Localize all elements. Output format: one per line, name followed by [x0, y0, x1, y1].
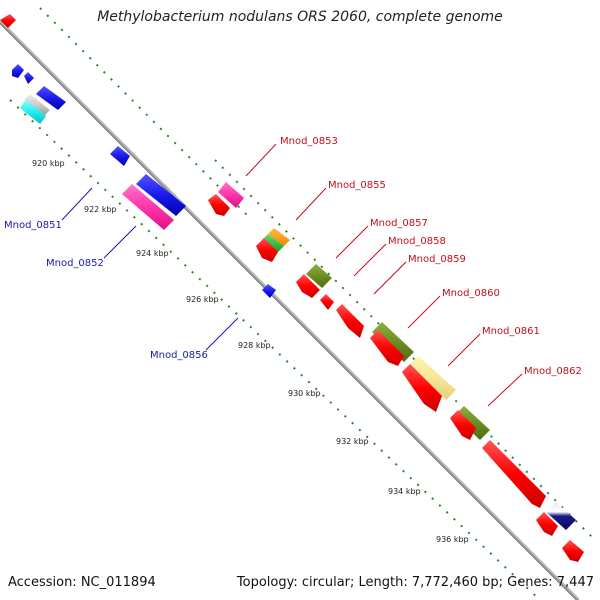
- leader-mnod-0853: [245, 143, 277, 177]
- gene-arrow-mnod-0856: [262, 284, 276, 298]
- gene-block-long-red: [482, 440, 546, 508]
- scale-labels: 920 kbp 922 kbp 924 kbp 926 kbp 928 kbp …: [32, 159, 469, 544]
- leader-mnod-0860: [407, 295, 441, 329]
- gene-block-green: [262, 234, 284, 252]
- leader-mnod-0858: [353, 243, 387, 277]
- gene-block-mnod-0860: [372, 322, 414, 362]
- gene-label-mnod-0853: Mnod_0853: [280, 136, 338, 147]
- gene-block-mnod-0861: [408, 356, 456, 400]
- scale-label: 926 kbp: [186, 295, 219, 304]
- gene-block-mnod-0857: [306, 264, 332, 288]
- scale-label: 936 kbp: [436, 535, 469, 544]
- gene-arrow-forward: [450, 410, 476, 440]
- scale-label: 922 kbp: [84, 205, 117, 214]
- gene-label-mnod-0858: Mnod_0858: [388, 236, 446, 247]
- dotted-guides: [9, 7, 596, 600]
- gene-block-mnod-0849: [36, 86, 66, 110]
- gene-arrow-mnod-0859: [336, 304, 364, 338]
- leader-mnod-0851: [61, 187, 93, 221]
- gene-arrow-forward: [370, 330, 404, 366]
- leader-mnod-0855: [295, 187, 327, 221]
- gene-label-mnod-0852: Mnod_0852: [46, 258, 104, 269]
- gene-arrow-forward: [256, 238, 278, 262]
- reverse-strand-features: [0, 14, 276, 298]
- gene-arrow-reverse: [0, 14, 16, 28]
- gene-label-mnod-0859: Mnod_0859: [408, 254, 466, 265]
- gene-arrow-mnod-0857: [296, 274, 320, 298]
- gene-label-mnod-0862: Mnod_0862: [524, 366, 582, 377]
- gene-label-mnod-0857: Mnod_0857: [370, 218, 428, 229]
- leader-mnod-0857: [335, 225, 369, 259]
- gene-arrow-forward: [402, 364, 442, 412]
- leader-mnod-0856: [205, 317, 239, 351]
- label-leaders: [61, 143, 523, 407]
- forward-strand-features: [208, 182, 584, 562]
- scale-label: 920 kbp: [32, 159, 65, 168]
- accession-text: Accession: NC_011894: [8, 575, 156, 590]
- gene-arrow-forward: [536, 512, 558, 536]
- scale-label: 932 kbp: [336, 437, 369, 446]
- gene-block-orange: [268, 228, 290, 246]
- gene-block-cyan: [20, 100, 46, 124]
- gene-arrow-reverse: [110, 146, 130, 166]
- scale-label: 924 kbp: [136, 249, 169, 258]
- gene-arrow-reverse: [12, 64, 24, 78]
- genome-backbone: [0, 20, 580, 600]
- gene-block-gray: [24, 94, 50, 116]
- page-title: Methylobacterium nodulans ORS 2060, comp…: [97, 9, 503, 25]
- leader-mnod-0852: [103, 225, 137, 259]
- gene-block-mnod-0862: [454, 406, 490, 440]
- gene-label-mnod-0860: Mnod_0860: [442, 288, 500, 299]
- leader-mnod-0861: [447, 333, 481, 367]
- gene-arrow-forward: [208, 194, 230, 216]
- gene-arrow-forward: [562, 540, 584, 562]
- scale-label: 934 kbp: [388, 487, 421, 496]
- scale-label: 930 kbp: [288, 389, 321, 398]
- gene-arrow-reverse: [24, 72, 34, 84]
- gene-arrow-mnod-0858: [320, 294, 334, 310]
- gene-block-navy: [546, 502, 576, 530]
- gene-block-mnod-0853: [218, 182, 244, 208]
- leader-mnod-0859: [373, 261, 407, 295]
- gene-block-mnod-0851: [136, 174, 186, 216]
- gene-label-mnod-0855: Mnod_0855: [328, 180, 386, 191]
- gene-block-mnod-0852: [122, 184, 174, 230]
- genome-summary-text: Topology: circular; Length: 7,772,460 bp…: [236, 575, 594, 590]
- guide-line-inner: [9, 99, 541, 600]
- genome-backbone-highlight: [0, 20, 579, 600]
- gene-labels: Mnod_0851 Mnod_0852 Mnod_0856 Mnod_0853 …: [4, 136, 582, 377]
- gene-label-mnod-0861: Mnod_0861: [482, 326, 540, 337]
- gene-label-mnod-0856: Mnod_0856: [150, 350, 208, 361]
- scale-label: 928 kbp: [238, 341, 271, 350]
- gene-label-mnod-0851: Mnod_0851: [4, 220, 62, 231]
- leader-mnod-0862: [487, 373, 523, 407]
